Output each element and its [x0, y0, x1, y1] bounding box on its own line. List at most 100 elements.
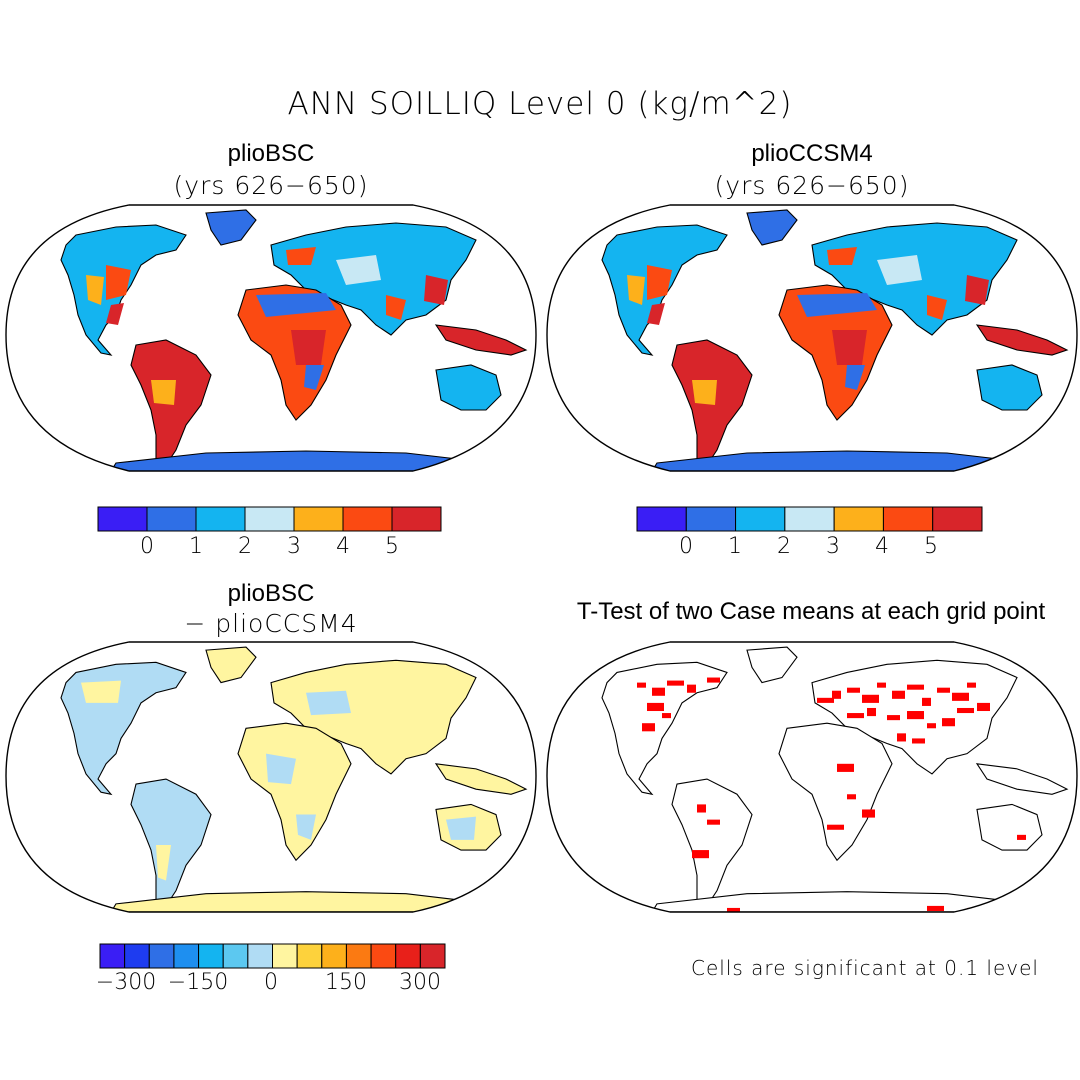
colorbar-swatch [173, 943, 200, 969]
land-seAsia [975, 324, 1069, 356]
significant-cell [847, 687, 860, 693]
colorbar-swatch [195, 506, 246, 532]
significant-cell [667, 680, 684, 686]
colorbar-diff-tick: −150 [167, 970, 229, 995]
field-patch [446, 816, 476, 840]
colorbar-swatch [222, 943, 249, 969]
field-patch [86, 275, 104, 305]
field-patch [304, 365, 324, 390]
significant-cell [847, 794, 856, 800]
significant-cell [817, 697, 834, 703]
significant-cell [862, 809, 875, 818]
land-greenland [205, 209, 257, 246]
colorbar-right-tick: 5 [924, 534, 938, 559]
colorbar-swatch [198, 943, 224, 969]
significant-cell [652, 687, 665, 696]
map-frame-diff [5, 641, 537, 913]
colorbar-swatch [833, 506, 884, 532]
field-patch [877, 255, 922, 285]
figure-title: ANN SOILLIQ Level 0 (kg/m^2) [287, 86, 793, 122]
significance-note: Cells are significant at 0.1 level [691, 956, 1039, 980]
colorbar-diff-tick: −300 [95, 970, 157, 995]
colorbar-swatch [272, 943, 298, 969]
colorbar-diff-tick: 0 [264, 970, 278, 995]
land-africa [778, 722, 893, 862]
field-patch [647, 303, 665, 325]
land-greenland [746, 209, 798, 246]
significant-cell [907, 684, 924, 690]
significant-cell [662, 713, 671, 719]
significant-cell [927, 723, 936, 729]
field-patch [647, 265, 672, 300]
significant-cell [687, 684, 696, 693]
significant-cell [692, 850, 709, 859]
land-northAmerica [60, 661, 187, 796]
colorbar-diff-tick: 150 [325, 970, 367, 995]
land-australia [976, 803, 1043, 851]
field-patch [692, 380, 717, 405]
colorbar-swatch [395, 943, 421, 969]
field-patch [336, 255, 381, 285]
field-patch [797, 293, 877, 317]
field-patch [965, 275, 989, 305]
colorbar-swatch [932, 506, 983, 532]
panel-subtitle-plioBSC: (yrs 626−650) [173, 171, 369, 200]
field-patch [827, 247, 857, 265]
significant-cell [952, 692, 969, 701]
significant-cell [907, 711, 924, 720]
significant-cell [727, 907, 740, 912]
significant-cell [922, 697, 931, 706]
significant-cell [867, 707, 876, 717]
significant-cell [642, 723, 655, 732]
field-patch [845, 365, 865, 390]
field-patch [106, 303, 124, 325]
colorbar-left-tick: 2 [238, 534, 252, 559]
field-patch [291, 330, 326, 365]
colorbar-right-tick: 4 [875, 534, 889, 559]
land-northAmerica [601, 661, 728, 796]
colorbar-swatch [296, 943, 323, 969]
colorbar-swatch [419, 943, 446, 969]
significant-cell [897, 733, 906, 742]
field-patch [106, 265, 131, 300]
significant-cell [937, 687, 950, 693]
colorbar-swatch [247, 943, 274, 969]
panel-subtitle-diff: − plioCCSM4 [184, 609, 358, 638]
field-patch [296, 814, 316, 840]
colorbar-right-tick: 2 [777, 534, 791, 559]
significant-cell [637, 682, 646, 688]
colorbar-swatch [146, 506, 197, 532]
land-seAsia [975, 763, 1069, 795]
land-southAmerica [671, 778, 753, 907]
field-patch [256, 293, 336, 317]
colorbar-plioCCSM4 [636, 506, 983, 532]
panel-title-plioCCSM4: plioCCSM4 [751, 140, 873, 167]
colorbar-left-tick: 5 [385, 534, 399, 559]
colorbar-left-tick: 0 [140, 534, 154, 559]
significant-cell [892, 690, 905, 699]
significant-cell [927, 905, 944, 911]
colorbar-swatch [244, 506, 295, 532]
significant-cell [1017, 834, 1026, 840]
land-seAsia [434, 763, 528, 795]
panel-subtitle-plioCCSM4: (yrs 626−650) [714, 171, 910, 200]
land-australia [435, 364, 502, 411]
significant-cell [942, 718, 955, 727]
colorbar-plioBSC [97, 506, 442, 532]
field-patch [424, 275, 448, 305]
colorbar-swatch [99, 943, 126, 969]
colorbar-right-tick: 0 [679, 534, 693, 559]
panel-title-diff: plioBSC [227, 580, 315, 607]
colorbar-swatch [293, 506, 344, 532]
field-patch [81, 680, 121, 703]
panel-title-plioBSC: plioBSC [227, 140, 315, 167]
significant-cell [912, 738, 925, 744]
colorbar-left-tick: 1 [189, 534, 203, 559]
significant-cell [707, 819, 720, 825]
significant-cell [957, 707, 974, 714]
significant-cell [887, 715, 900, 721]
map-frame-plioCCSM4 [546, 204, 1078, 472]
land-greenland [746, 646, 798, 684]
significant-cell [862, 694, 879, 703]
land-australia [976, 364, 1043, 411]
